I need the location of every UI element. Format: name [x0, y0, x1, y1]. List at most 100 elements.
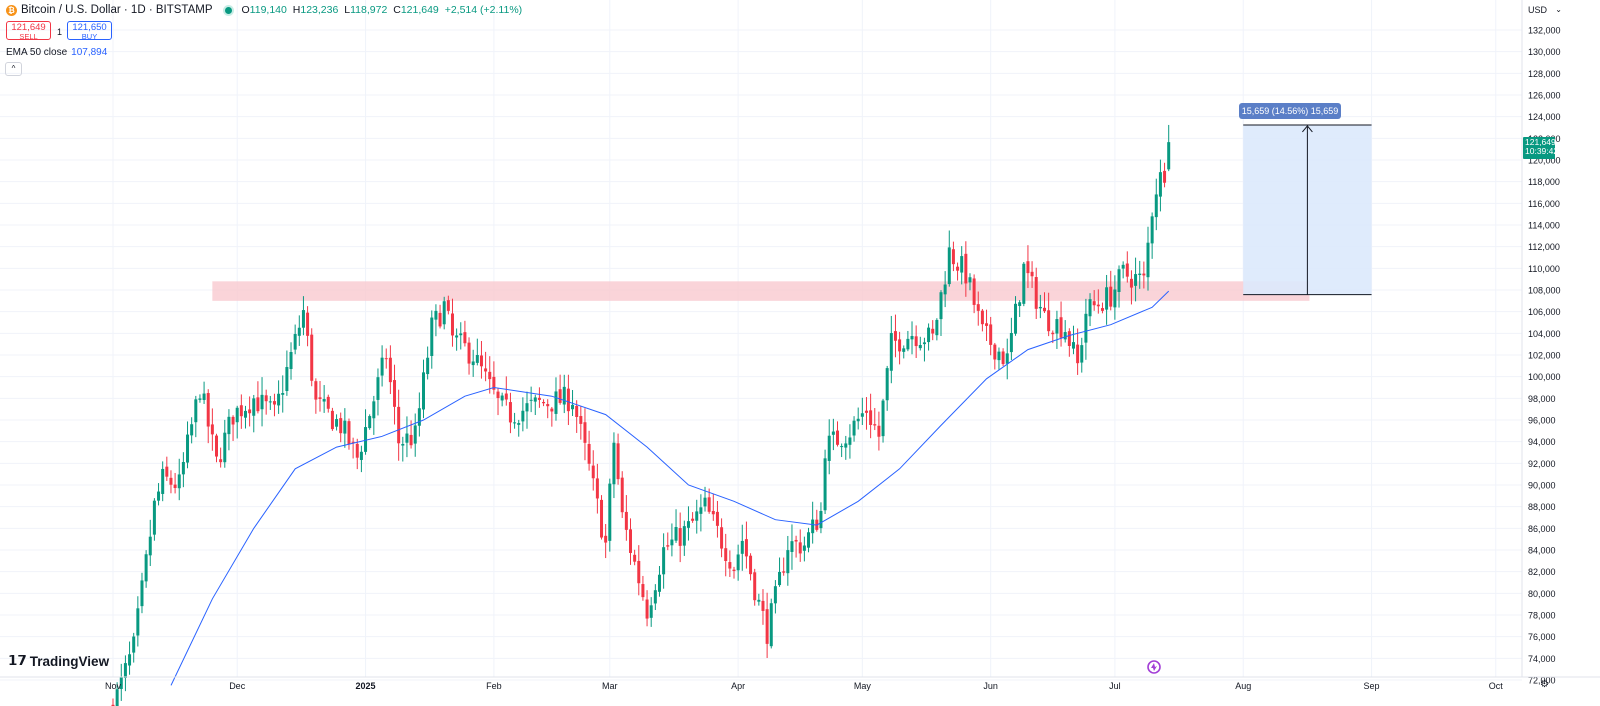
candle — [446, 295, 450, 315]
candle — [128, 641, 132, 675]
candle-body — [235, 407, 239, 423]
candle-body — [533, 397, 537, 402]
candle — [123, 655, 127, 692]
sell-price: 121,649 — [11, 22, 46, 33]
candle — [343, 408, 347, 448]
y-tick-label: 116,000 — [1528, 199, 1560, 209]
candle — [1092, 290, 1096, 311]
candle-body — [1018, 302, 1022, 306]
change-value: +2,514 (+2.11%) — [444, 4, 523, 16]
candle-body — [1030, 271, 1034, 277]
open-label: O — [241, 4, 250, 16]
candle-body — [736, 554, 740, 571]
candle-body — [438, 312, 442, 327]
candle — [169, 470, 173, 494]
candle-body — [972, 278, 976, 305]
candle — [173, 472, 177, 494]
candle — [1030, 261, 1034, 288]
candle — [376, 368, 380, 416]
candle — [736, 544, 740, 581]
candle — [976, 291, 980, 326]
candle — [1038, 294, 1042, 319]
candle-body — [281, 393, 285, 395]
candle — [798, 529, 802, 562]
resistance-zone — [212, 281, 1310, 301]
chevron-down-icon: ⌄ — [1555, 5, 1562, 14]
candle — [1043, 292, 1046, 314]
replay-icon[interactable] — [1146, 659, 1162, 675]
candle — [397, 389, 401, 461]
bitcoin-icon: ₿ — [6, 4, 17, 16]
candle-body — [1163, 170, 1167, 183]
candle — [430, 310, 434, 369]
time-axis[interactable]: Nov Dec 2025 Feb Mar Apr May Jun Jul Aug Sep Oct — [0, 676, 1600, 691]
ema-legend[interactable]: EMA 50 close 107,894 — [6, 47, 107, 58]
candle-body — [268, 401, 272, 403]
candle — [1084, 298, 1088, 360]
candle — [856, 407, 860, 430]
candle — [256, 381, 260, 414]
candle — [885, 365, 889, 411]
candle-body — [463, 332, 467, 344]
candle — [177, 458, 181, 501]
candle-body — [550, 408, 554, 412]
y-tick-label: 112,000 — [1528, 242, 1560, 252]
candle — [517, 419, 521, 437]
candle-body — [860, 413, 864, 417]
candle-body — [219, 459, 223, 463]
candle — [951, 241, 955, 272]
candle — [744, 521, 748, 569]
candle — [711, 493, 715, 521]
symbol-title[interactable]: Bitcoin / U.S. Dollar · 1D · BITSTAMP — [21, 4, 213, 16]
candle-body — [442, 301, 446, 325]
candle — [508, 392, 512, 434]
price-axis[interactable]: 72,000 74,000 76,000 78,000 80,000 82,000 84,0… — [1521, 0, 1561, 686]
candle — [629, 518, 632, 565]
sell-button[interactable]: 121,649 SELL — [6, 21, 51, 41]
candle — [943, 271, 947, 308]
candles-layer[interactable] — [111, 124, 1171, 706]
candle-body — [508, 402, 512, 423]
candle — [591, 450, 595, 491]
ema-value: 107,894 — [71, 47, 108, 58]
x-tick-label: 2025 — [356, 681, 376, 691]
buy-button[interactable]: 121,650 BUY — [67, 21, 112, 41]
candle — [272, 393, 276, 417]
candle-body — [459, 333, 463, 336]
candle — [347, 418, 351, 450]
measure-arrow-head — [1302, 125, 1313, 133]
tradingview-logo[interactable]: 𝟭𝟳 TradingView — [8, 653, 109, 669]
candle-body — [678, 528, 682, 546]
currency-selector[interactable]: USD ⌄ — [1524, 3, 1564, 17]
candle-body — [1100, 308, 1104, 311]
candle — [794, 535, 798, 558]
candle — [181, 452, 185, 488]
candle-body — [571, 404, 575, 410]
candle-body — [836, 430, 839, 445]
candle-body — [707, 497, 711, 512]
candle-body — [1067, 331, 1071, 346]
gear-icon[interactable]: ⚙ — [1540, 679, 1549, 690]
candle — [637, 545, 641, 596]
candle — [384, 348, 388, 369]
candle-body — [546, 404, 550, 407]
candle-body — [831, 431, 835, 435]
order-quantity[interactable]: 1 — [57, 27, 63, 37]
candle — [148, 519, 152, 567]
candle-body — [1014, 303, 1018, 334]
candle — [740, 524, 744, 571]
candle — [285, 350, 289, 396]
candle-body — [1117, 269, 1121, 292]
candle — [550, 406, 554, 427]
candle-body — [927, 327, 931, 343]
candle-body — [1055, 319, 1059, 334]
candle — [1022, 262, 1026, 307]
candle-body — [566, 388, 570, 412]
candle-body — [1109, 286, 1113, 307]
candle-body — [765, 609, 769, 644]
candle — [819, 502, 823, 534]
candle — [442, 296, 446, 330]
candle-body — [761, 600, 765, 611]
collapse-legend-button[interactable]: ^ — [5, 62, 22, 76]
